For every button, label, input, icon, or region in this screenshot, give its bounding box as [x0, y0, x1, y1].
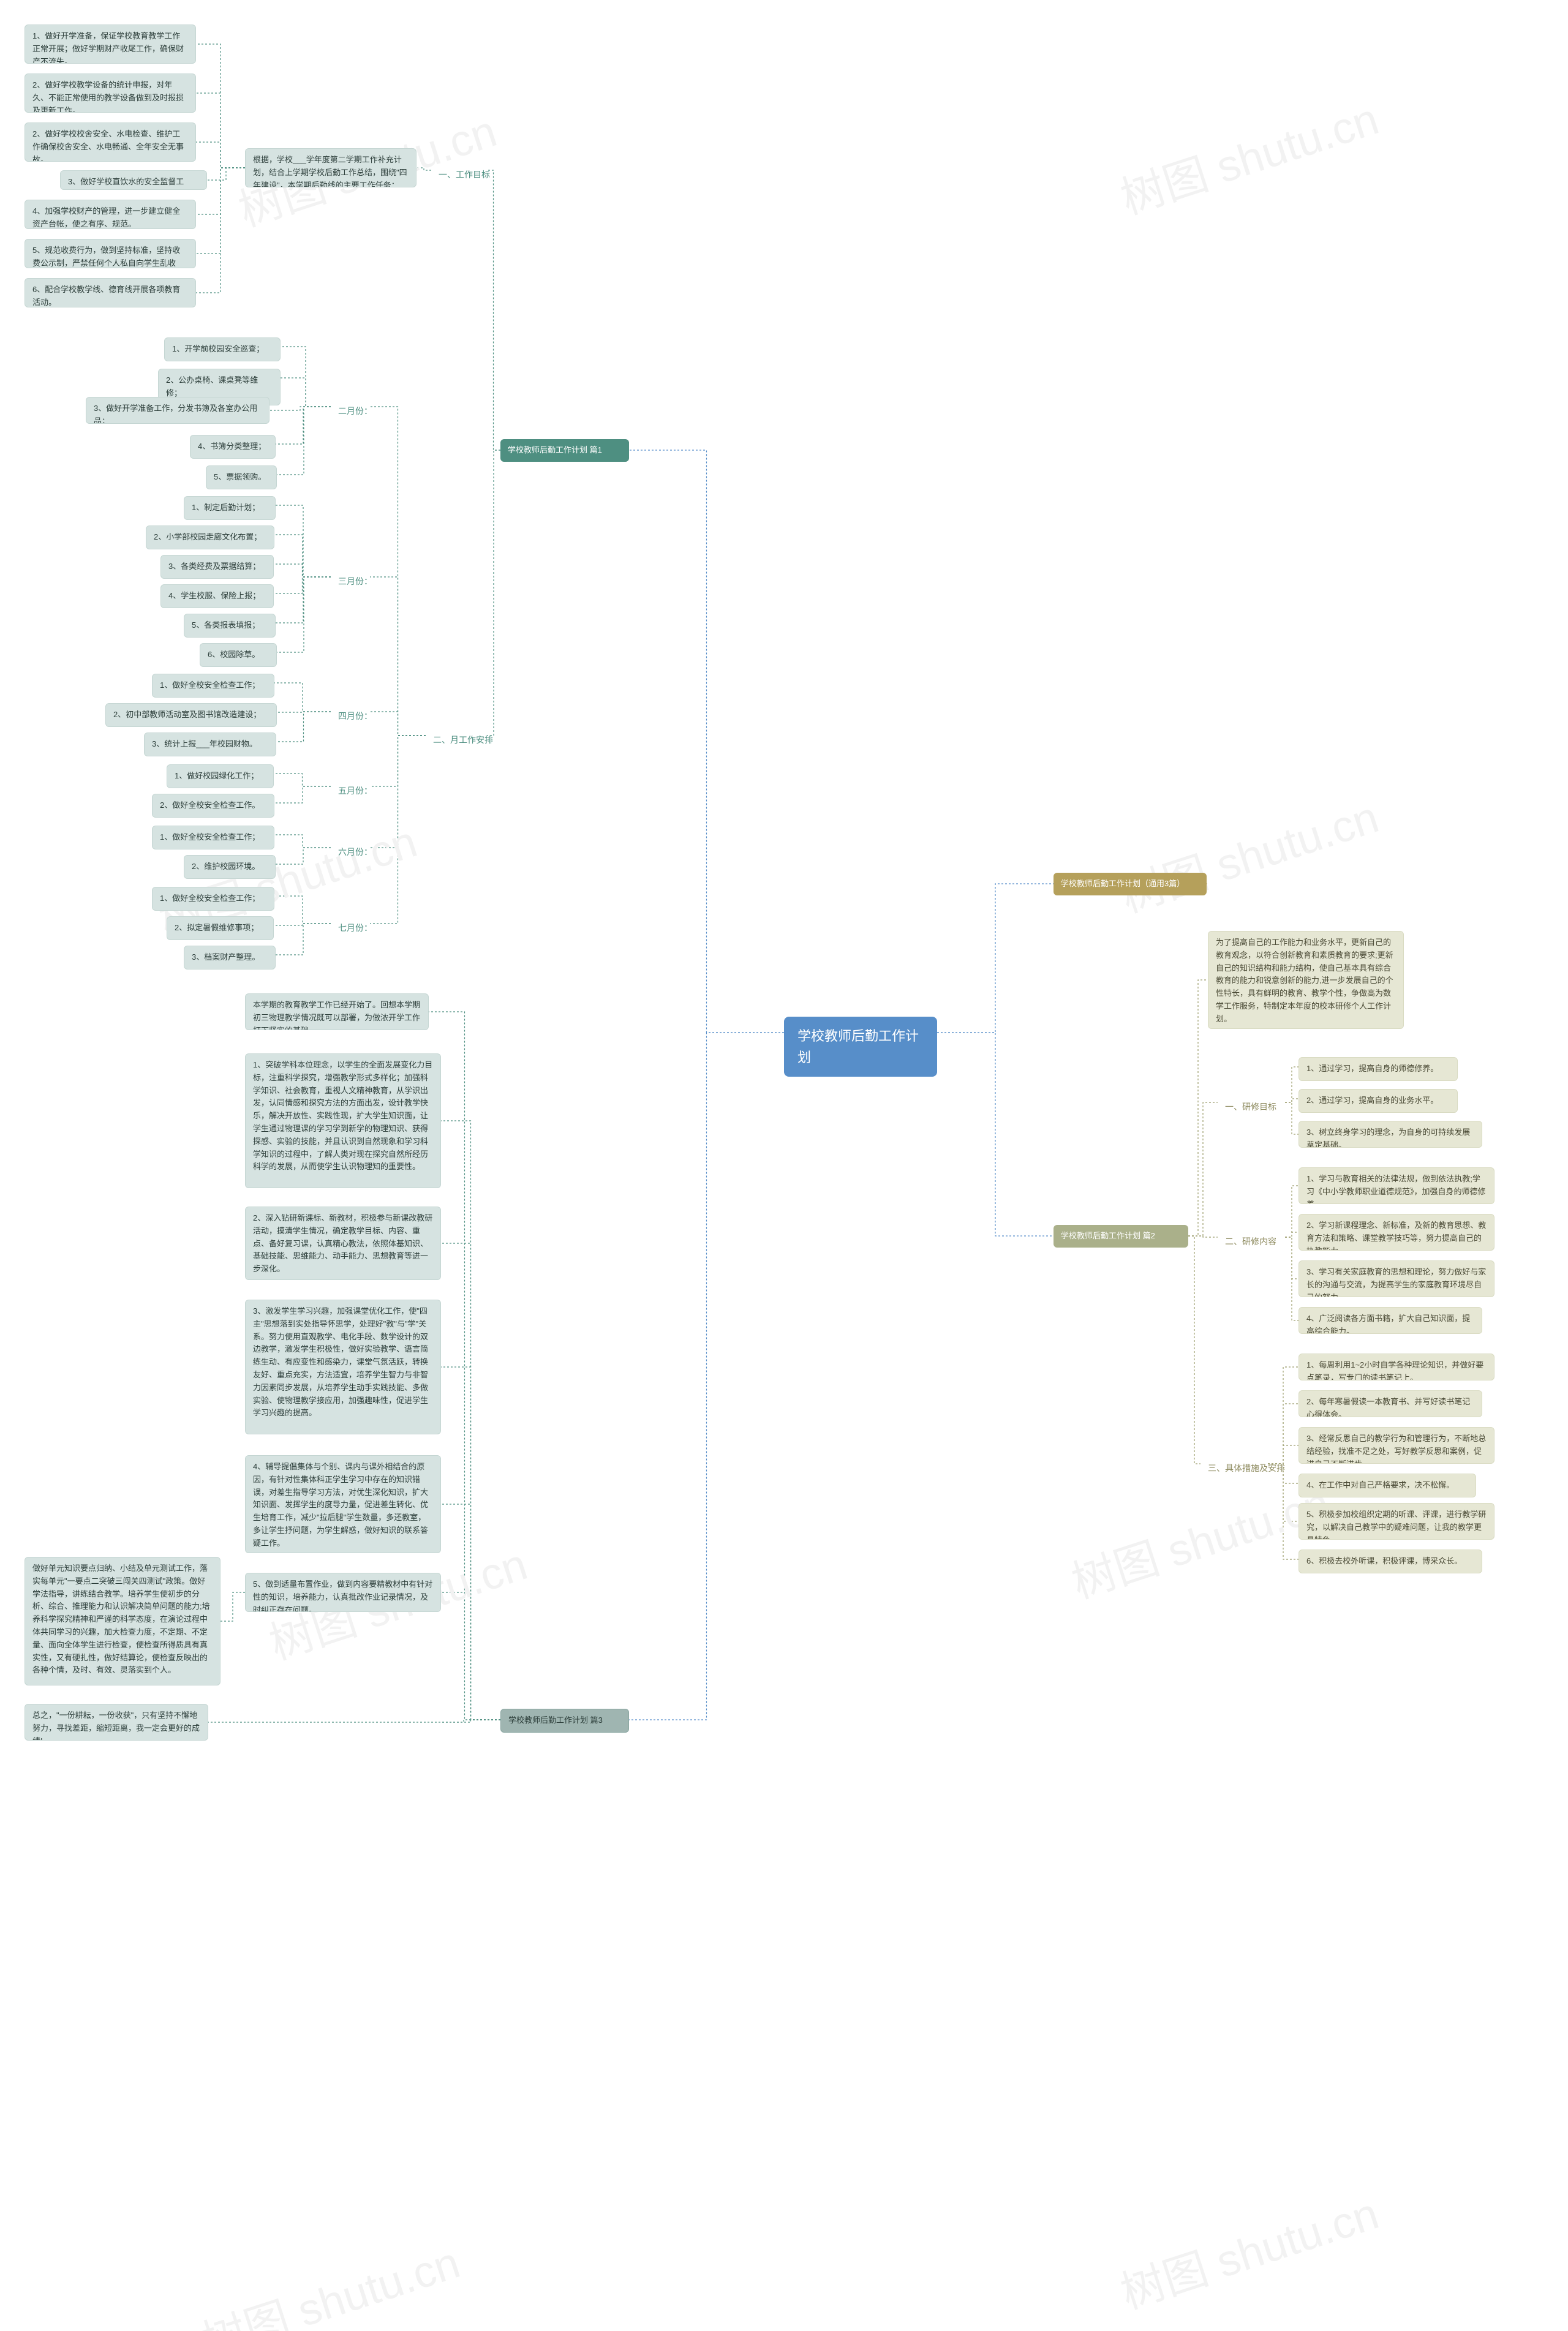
p1-m0-item2: 3、做好开学准备工作，分发书簿及各室办公用品； [86, 397, 270, 424]
p1-goal-tag: 一、工作目标 [431, 163, 497, 186]
p2-s1-item3: 4、广泛阅读各方面书籍，扩大自己知识面，提高综合能力。 [1298, 1307, 1482, 1334]
p1-m1-item2: 3、各类经费及票据结算； [160, 555, 274, 579]
p1-m1-item4: 5、各类报表填报； [184, 614, 276, 638]
p3-item-1: 2、深入钻研新课标、新教材，积极参与新课改教研活动，摸清学生情况，确定教学目标、… [245, 1207, 441, 1280]
watermark: 树图 shutu.cn [1111, 83, 1385, 227]
p2-s0-item1: 2、通过学习，提高自身的业务水平。 [1298, 1089, 1458, 1113]
p1-m3-item1: 2、做好全校安全检查工作。 [152, 794, 274, 818]
p1-m0-item4: 5、票据领购。 [206, 465, 277, 489]
p2-s1-item2: 3、学习有关家庭教育的思想和理论，努力做好与家长的沟通与交流，为提高学生的家庭教… [1298, 1260, 1494, 1297]
p2-s2-item3: 4、在工作中对自己严格要求，决不松懈。 [1298, 1474, 1476, 1497]
p1-goal-box: 根据，学校___学年度第二学期工作补充计划，结合上学期学校后勤工作总结，围绕"四… [245, 148, 417, 187]
p1-month-3: 五月份： [331, 779, 380, 802]
p1-m1-item3: 4、学生校服、保险上报； [160, 584, 274, 608]
p2-sec-tag-0: 一、研修目标 [1218, 1095, 1284, 1118]
p3-item5-sub: 做好单元知识要点归纳、小结及单元测试工作，落实每单元"一要点二突破三闯关四测试"… [24, 1557, 221, 1685]
p1-month-4: 六月份： [331, 840, 380, 864]
section3-title: 学校教师后勤工作计划 篇3 [500, 1709, 629, 1733]
watermark: 树图 shutu.cn [1111, 2177, 1385, 2321]
p2-s0-item2: 3、树立终身学习的理念，为自身的可持续发展奠定基础。 [1298, 1121, 1482, 1148]
p1-goal-leaf-3: 3、做好学校直饮水的安全监督工作。 [60, 170, 207, 190]
p1-m3-item0: 1、做好校园绿化工作； [167, 764, 274, 788]
p2-s1-item0: 1、学习与教育相关的法律法规，做到依法执教;学习《中小学教师职业道德规范》，加强… [1298, 1167, 1494, 1204]
watermark: 树图 shutu.cn [1111, 781, 1385, 925]
section-olive-title: 学校教师后勤工作计划 篇2 [1054, 1225, 1188, 1248]
p2-s2-item1: 2、每年寒暑假读一本教育书、并写好读书笔记心得体会。 [1298, 1390, 1482, 1417]
p1-m1-item0: 1、制定后勤计划； [184, 496, 276, 520]
p1-m2-item2: 3、统计上报___年校园财物。 [144, 732, 276, 756]
p1-goal-leaf-2: 2、做好学校校舍安全、水电检查、维护工作确保校舍安全、水电畅通、全年安全无事故。 [24, 122, 196, 162]
p1-goal-leaf-4: 4、加强学校财产的管理，进一步建立健全资产台帐，使之有序、规范。 [24, 200, 196, 229]
p1-m2-item0: 1、做好全校安全检查工作； [152, 674, 274, 698]
section-gold-title: 学校教师后勤工作计划（通用3篇） [1054, 873, 1207, 895]
p2-intro: 为了提高自己的工作能力和业务水平，更新自己的教育观念，以符合创新教育和素质教育的… [1208, 931, 1404, 1029]
p2-s2-item2: 3、经常反思自己的教学行为和管理行为，不断地总结经验，找准不足之处，写好教学反思… [1298, 1427, 1494, 1464]
p1-m5-item0: 1、做好全校安全检查工作； [152, 887, 274, 911]
p1-goal-leaf-0: 1、做好开学准备，保证学校教育教学工作正常开展；做好学期财产收尾工作，确保财产不… [24, 24, 196, 64]
p2-s2-item0: 1、每周利用1~2小时自学各种理论知识，并做好要点笔录，写专门的读书笔记上。 [1298, 1354, 1494, 1380]
p1-m1-item5: 6、校园除草。 [200, 643, 277, 667]
p1-m5-item1: 2、拟定暑假维修事项； [167, 916, 274, 940]
p2-s1-item1: 2、学习新课程理念、新标准，及新的教育思想、教育方法和策略、课堂教学技巧等，努力… [1298, 1214, 1494, 1251]
p1-m0-item3: 4、书簿分类整理； [190, 435, 276, 459]
p1-m2-item1: 2、初中部教师活动室及图书馆改造建设； [105, 703, 277, 727]
p2-sec-tag-2: 三、具体措施及安排 [1200, 1456, 1292, 1480]
section1-title: 学校教师后勤工作计划 篇1 [500, 439, 629, 462]
p3-item-3: 4、辅导提倡集体与个别、课内与课外相结合的原因，有针对性集体科正学生学习中存在的… [245, 1455, 441, 1553]
p3-item-0: 1、突破学科本位理念，以学生的全面发展变化力目标，注重科学探究，增强教学形式多样… [245, 1053, 441, 1188]
p2-s2-item4: 5、积极参加校组织定期的听课、评课，进行教学研究，以解决自己教学中的疑难问题，让… [1298, 1503, 1494, 1540]
p1-month-0: 二月份： [331, 399, 380, 423]
p1-month-tag: 二、月工作安排 [426, 728, 500, 751]
p1-goal-leaf-6: 6、配合学校教学线、德育线开展各项教育活动。 [24, 278, 196, 307]
center-node: 学校教师后勤工作计划 [784, 1017, 937, 1077]
p1-month-5: 七月份： [331, 916, 380, 940]
p1-m4-item0: 1、做好全校安全检查工作； [152, 826, 274, 849]
p1-goal-leaf-5: 5、规范收费行为，做到坚持标准，坚持收费公示制，严禁任何个人私自向学生乱收费。 [24, 239, 196, 268]
p2-s2-item5: 6、积极去校外听课，积极评课，博采众长。 [1298, 1550, 1482, 1573]
p1-m5-item2: 3、档案财产整理。 [184, 946, 276, 970]
p1-m4-item1: 2、维护校园环境。 [184, 855, 276, 879]
watermark: 树图 shutu.cn [192, 2226, 466, 2331]
p2-sec-tag-1: 二、研修内容 [1218, 1230, 1284, 1253]
p3-item-4: 5、做到适量布置作业，做到内容要精教材中有针对性的知识，培养能力，认真批改作业记… [245, 1573, 441, 1612]
p1-month-2: 四月份： [331, 704, 380, 728]
p2-s0-item0: 1、通过学习，提高自身的师德修养。 [1298, 1057, 1458, 1081]
p1-goal-leaf-1: 2、做好学校教学设备的统计申报，对年久、不能正常使用的教学设备做到及时报损及更新… [24, 73, 196, 113]
p3-item-2: 3、激发学生学习兴趣，加强课堂优化工作，使"四主"思想落到实处指导怀思学，处理好… [245, 1300, 441, 1434]
p1-m0-item0: 1、开学前校园安全巡查； [164, 337, 281, 361]
p3-final: 总之，"一份耕耘，一份收获"，只有坚持不懈地努力，寻找差距，缩短距离，我一定会更… [24, 1704, 208, 1741]
p1-m1-item1: 2、小学部校园走廊文化布置； [146, 525, 274, 549]
watermark: 树图 shutu.cn [1062, 1467, 1336, 1611]
p3-intro: 本学期的教育教学工作已经开始了。回想本学期初三物理教学情况既可以部署，为做浓开学… [245, 993, 429, 1030]
p1-month-1: 三月份： [331, 570, 380, 593]
